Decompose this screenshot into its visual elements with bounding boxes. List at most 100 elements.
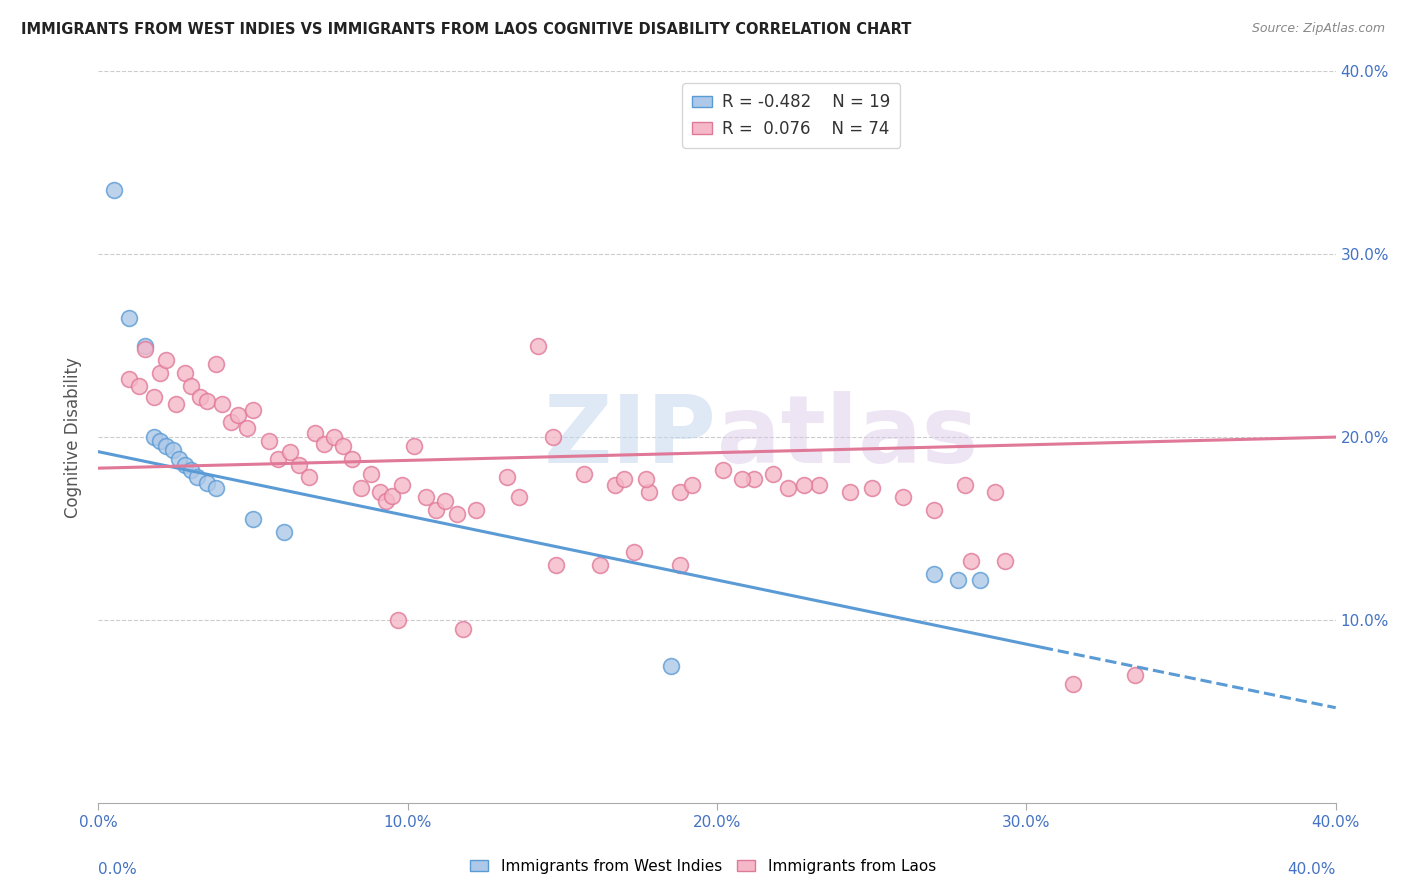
Legend: Immigrants from West Indies, Immigrants from Laos: Immigrants from West Indies, Immigrants … (470, 859, 936, 873)
Point (860, 481, 883, 495)
Point (415, 491, 437, 505)
Point (350, 481, 373, 495)
Point (128, 379, 150, 393)
Point (205, 481, 228, 495)
Point (922, 503, 945, 517)
Point (762, 467, 785, 481)
Point (623, 545, 645, 559)
Point (242, 402, 264, 417)
Point (603, 477, 626, 491)
Point (257, 434, 280, 448)
Point (162, 442, 184, 457)
Point (808, 477, 831, 491)
Point (433, 494, 456, 508)
Point (298, 470, 321, 484)
Point (446, 507, 468, 521)
Y-axis label: Cognitive Disability: Cognitive Disability (65, 357, 83, 517)
Point (242, 512, 264, 526)
Point (387, 613, 409, 627)
Text: 0.0%: 0.0% (98, 863, 138, 877)
Point (681, 477, 703, 491)
Point (969, 573, 991, 587)
Point (669, 485, 692, 500)
Point (391, 477, 413, 491)
Point (793, 477, 815, 491)
Point (322, 430, 344, 444)
Legend: R = -0.482    N = 19, R =  0.076    N = 74: R = -0.482 N = 19, R = 0.076 N = 74 (682, 83, 900, 148)
Point (381, 489, 404, 503)
Point (402, 439, 425, 453)
Text: IMMIGRANTS FROM WEST INDIES VS IMMIGRANTS FROM LAOS COGNITIVE DISABILITY CORRELA: IMMIGRANTS FROM WEST INDIES VS IMMIGRANT… (21, 22, 911, 37)
Point (368, 485, 391, 500)
Point (180, 463, 202, 477)
Point (1123, 667, 1146, 681)
Point (464, 503, 486, 517)
Point (959, 554, 981, 568)
Point (994, 554, 1017, 568)
Point (236, 421, 259, 435)
Point (174, 458, 197, 472)
Point (195, 475, 218, 490)
Point (891, 491, 914, 505)
Point (332, 439, 354, 453)
Point (953, 477, 976, 491)
Point (118, 371, 141, 385)
Point (134, 338, 156, 352)
Point (453, 622, 475, 636)
Point (288, 458, 311, 472)
Point (221, 416, 243, 430)
Point (165, 397, 187, 411)
Point (180, 379, 202, 393)
Text: 40.0%: 40.0% (1288, 863, 1336, 877)
Point (211, 397, 233, 411)
Point (226, 408, 249, 422)
Point (186, 470, 208, 484)
Point (143, 390, 166, 404)
Point (149, 366, 172, 380)
Point (155, 439, 177, 453)
Point (143, 430, 166, 444)
Point (278, 444, 301, 458)
Point (572, 467, 595, 481)
Point (711, 463, 734, 477)
Point (634, 472, 657, 486)
Point (118, 311, 141, 326)
Point (669, 558, 692, 573)
Point (495, 470, 517, 484)
Point (314, 437, 336, 451)
Point (588, 558, 610, 573)
Point (541, 430, 564, 444)
Point (948, 573, 970, 587)
Point (984, 485, 1007, 500)
Point (267, 452, 290, 467)
Point (731, 472, 754, 486)
Point (167, 452, 190, 467)
Point (1062, 677, 1084, 691)
Text: atlas: atlas (717, 391, 979, 483)
Point (659, 658, 682, 673)
Point (149, 434, 172, 448)
Point (195, 393, 218, 408)
Point (638, 485, 661, 500)
Point (360, 467, 382, 481)
Point (174, 366, 197, 380)
Point (205, 357, 228, 371)
Text: ZIP: ZIP (544, 391, 717, 483)
Point (546, 558, 568, 573)
Point (103, 183, 125, 197)
Text: Source: ZipAtlas.com: Source: ZipAtlas.com (1251, 22, 1385, 36)
Point (155, 353, 177, 368)
Point (340, 452, 363, 467)
Point (273, 525, 295, 540)
Point (425, 503, 447, 517)
Point (508, 491, 530, 505)
Point (304, 426, 326, 441)
Point (526, 338, 548, 352)
Point (778, 481, 800, 495)
Point (134, 343, 156, 357)
Point (375, 494, 398, 508)
Point (190, 390, 212, 404)
Point (922, 567, 945, 582)
Point (839, 485, 862, 500)
Point (613, 472, 636, 486)
